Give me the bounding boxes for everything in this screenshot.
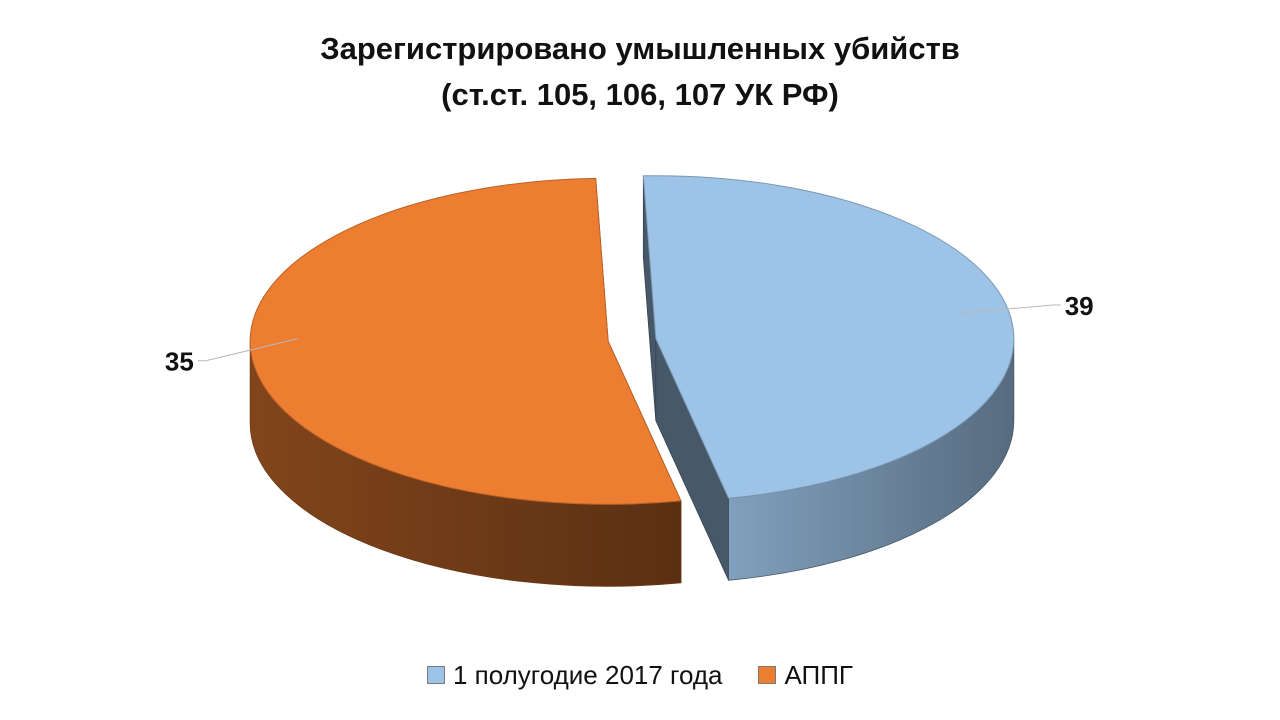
pie-slice-0	[642, 175, 1015, 499]
legend-item-prev: АППГ	[758, 658, 853, 692]
leader-line-1	[960, 304, 1061, 314]
pie-slices	[249, 175, 1015, 587]
pie-slice-1	[249, 177, 682, 505]
chart-title-line-1: Зарегистрировано умышленных убийств	[320, 31, 960, 66]
chart-title: Зарегистрировано умышленных убийств (ст.…	[0, 26, 1280, 118]
chart-legend: 1 полугодие 2017 года АППГ	[0, 658, 1280, 692]
legend-swatch-current	[426, 666, 445, 684]
data-labels: 35 39	[165, 291, 1094, 377]
chart-title-line-2: (ст.ст. 105, 106, 107 УК РФ)	[441, 77, 839, 112]
legend-label-prev: АППГ	[784, 660, 853, 690]
data-label-0: 35	[165, 347, 194, 377]
legend-label-current: 1 полугодие 2017 года	[452, 660, 723, 690]
leader-line-0	[197, 338, 298, 362]
legend-swatch-prev	[758, 666, 777, 684]
legend-item-current: 1 полугодие 2017 года	[426, 658, 723, 692]
data-label-1: 39	[1065, 291, 1094, 321]
